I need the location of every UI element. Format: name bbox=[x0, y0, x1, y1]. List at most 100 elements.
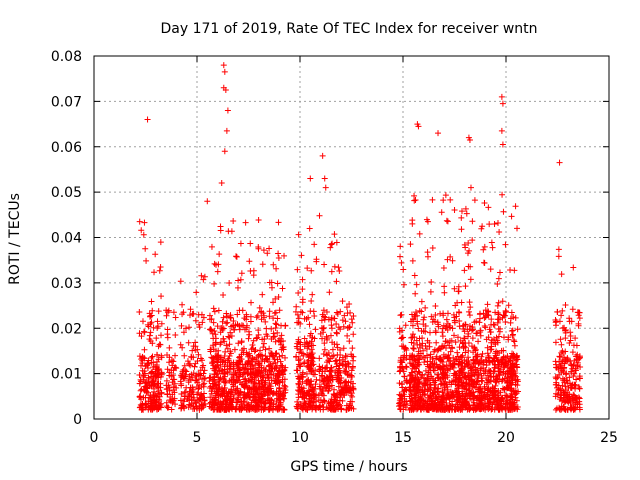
data-point bbox=[230, 365, 237, 372]
data-point bbox=[502, 241, 509, 248]
data-point bbox=[477, 332, 484, 339]
data-point bbox=[444, 218, 451, 225]
data-point bbox=[401, 387, 408, 394]
data-point bbox=[222, 87, 229, 94]
data-point bbox=[164, 334, 171, 341]
data-point bbox=[201, 380, 208, 387]
data-point bbox=[221, 369, 228, 376]
data-point bbox=[237, 276, 244, 283]
data-point bbox=[223, 310, 230, 317]
data-point bbox=[241, 315, 248, 322]
data-point bbox=[201, 273, 208, 280]
data-point bbox=[409, 322, 416, 329]
data-point bbox=[334, 351, 341, 358]
data-point bbox=[222, 359, 229, 366]
y-tick-label: 0.04 bbox=[51, 231, 82, 247]
data-point bbox=[446, 342, 453, 349]
data-point bbox=[304, 265, 311, 272]
data-point bbox=[424, 337, 431, 344]
data-point bbox=[455, 361, 462, 368]
data-point bbox=[455, 388, 462, 395]
data-point bbox=[416, 369, 423, 376]
data-point bbox=[264, 333, 271, 340]
data-point bbox=[317, 406, 324, 413]
data-point bbox=[260, 247, 267, 254]
data-point bbox=[261, 336, 268, 343]
data-point bbox=[282, 364, 289, 371]
data-point bbox=[141, 370, 148, 377]
data-point bbox=[320, 404, 327, 411]
data-point bbox=[412, 390, 419, 397]
data-point bbox=[163, 382, 170, 389]
data-point bbox=[401, 373, 408, 380]
data-point bbox=[402, 404, 409, 411]
data-point bbox=[210, 305, 217, 312]
data-point bbox=[432, 377, 439, 384]
data-point bbox=[475, 375, 482, 382]
data-point bbox=[256, 304, 263, 311]
data-point bbox=[210, 335, 217, 342]
data-point bbox=[150, 324, 157, 331]
data-point bbox=[139, 354, 146, 361]
data-point bbox=[487, 328, 494, 335]
data-point bbox=[422, 342, 429, 349]
data-point bbox=[341, 312, 348, 319]
data-point bbox=[178, 380, 185, 387]
data-point bbox=[319, 335, 326, 342]
data-point bbox=[171, 380, 178, 387]
data-point bbox=[494, 302, 501, 309]
data-point bbox=[442, 344, 449, 351]
data-point bbox=[232, 406, 239, 413]
data-point bbox=[348, 316, 355, 323]
data-point bbox=[572, 399, 579, 406]
data-point bbox=[407, 398, 414, 405]
data-point bbox=[465, 347, 472, 354]
data-point bbox=[576, 375, 583, 382]
data-point bbox=[449, 325, 456, 332]
data-point bbox=[179, 368, 186, 375]
data-point bbox=[481, 323, 488, 330]
data-point bbox=[257, 347, 264, 354]
data-point bbox=[470, 399, 477, 406]
data-point bbox=[258, 308, 265, 315]
data-point bbox=[496, 228, 503, 235]
data-point bbox=[343, 406, 350, 413]
data-point bbox=[435, 371, 442, 378]
data-point bbox=[274, 356, 281, 363]
data-point bbox=[553, 405, 560, 412]
data-point bbox=[460, 402, 467, 409]
data-point bbox=[150, 388, 157, 395]
data-point bbox=[412, 309, 419, 316]
data-point bbox=[439, 365, 446, 372]
data-point bbox=[499, 356, 506, 363]
data-point bbox=[180, 398, 187, 405]
data-point bbox=[420, 406, 427, 413]
data-point bbox=[494, 375, 501, 382]
data-point bbox=[221, 148, 228, 155]
data-point bbox=[414, 383, 421, 390]
data-point bbox=[154, 367, 161, 374]
data-point bbox=[459, 367, 466, 374]
data-point bbox=[180, 329, 187, 336]
data-point bbox=[488, 339, 495, 346]
data-point bbox=[233, 253, 240, 260]
data-point bbox=[206, 312, 213, 319]
data-point bbox=[465, 370, 472, 377]
data-point bbox=[421, 359, 428, 366]
data-point bbox=[181, 352, 188, 359]
data-point bbox=[194, 358, 201, 365]
data-point bbox=[141, 346, 148, 353]
data-point bbox=[219, 325, 226, 332]
data-point bbox=[150, 399, 157, 406]
data-point bbox=[500, 334, 507, 341]
data-point bbox=[469, 378, 476, 385]
data-point bbox=[398, 327, 405, 334]
data-point bbox=[303, 380, 310, 387]
data-point bbox=[136, 393, 143, 400]
data-point bbox=[561, 324, 568, 331]
data-point bbox=[399, 334, 406, 341]
data-point bbox=[238, 403, 245, 410]
data-point bbox=[462, 364, 469, 371]
data-point bbox=[486, 326, 493, 333]
data-point bbox=[200, 370, 207, 377]
